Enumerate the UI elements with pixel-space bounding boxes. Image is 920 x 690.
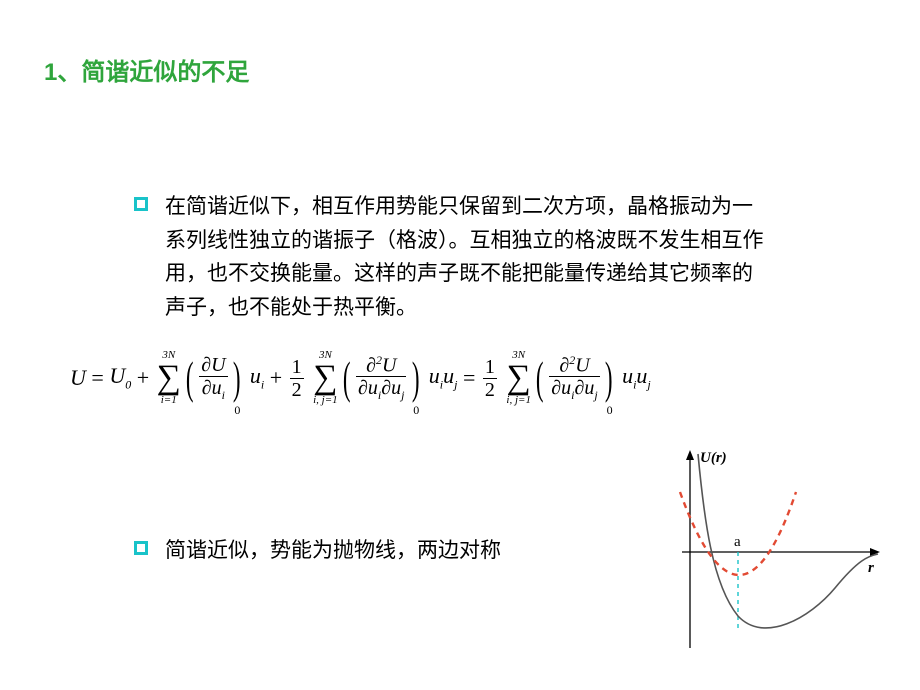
slide: 1、简谐近似的不足 在简谐近似下，相互作用势能只保留到二次方项，晶格振动为一系列… (0, 0, 920, 690)
bullet-icon (134, 541, 148, 555)
formula-u0: U (109, 363, 125, 388)
dU-dui: ∂U ∂ui (199, 354, 227, 402)
formula-lhs: U (70, 365, 86, 391)
y-axis-arrow-icon (686, 450, 694, 460)
potential-curve-chart: U(r) r a (660, 448, 880, 658)
d2U-duiduj-1: ∂2U ∂ui∂uj (356, 354, 406, 403)
bullet-icon (134, 197, 148, 211)
paragraph-2: 简谐近似，势能为抛物线，两边对称 (165, 534, 501, 564)
paragraph-1: 在简谐近似下，相互作用势能只保留到二次方项，晶格振动为一系列线性独立的谐振子（格… (165, 190, 765, 324)
real-potential-curve (698, 454, 878, 628)
d2U-duiduj-2: ∂2U ∂ui∂uj (549, 354, 599, 403)
taylor-expansion-formula: U = U0 + 3N ∑ i=1 ( ∂U ∂ui )0 ui + 1 2 3… (70, 350, 651, 406)
slide-title: 1、简谐近似的不足 (44, 52, 249, 87)
equilibrium-label: a (734, 534, 741, 550)
y-axis-label: U(r) (700, 450, 727, 466)
sum-second-order-1: 3N ∑ i, j=1 (313, 350, 338, 406)
x-axis-label: r (868, 560, 874, 576)
sum-first-order: 3N ∑ i=1 (157, 350, 181, 406)
one-half-1: 1 2 (290, 356, 304, 401)
sum-second-order-2: 3N ∑ i, j=1 (506, 350, 531, 406)
one-half-2: 1 2 (483, 356, 497, 401)
